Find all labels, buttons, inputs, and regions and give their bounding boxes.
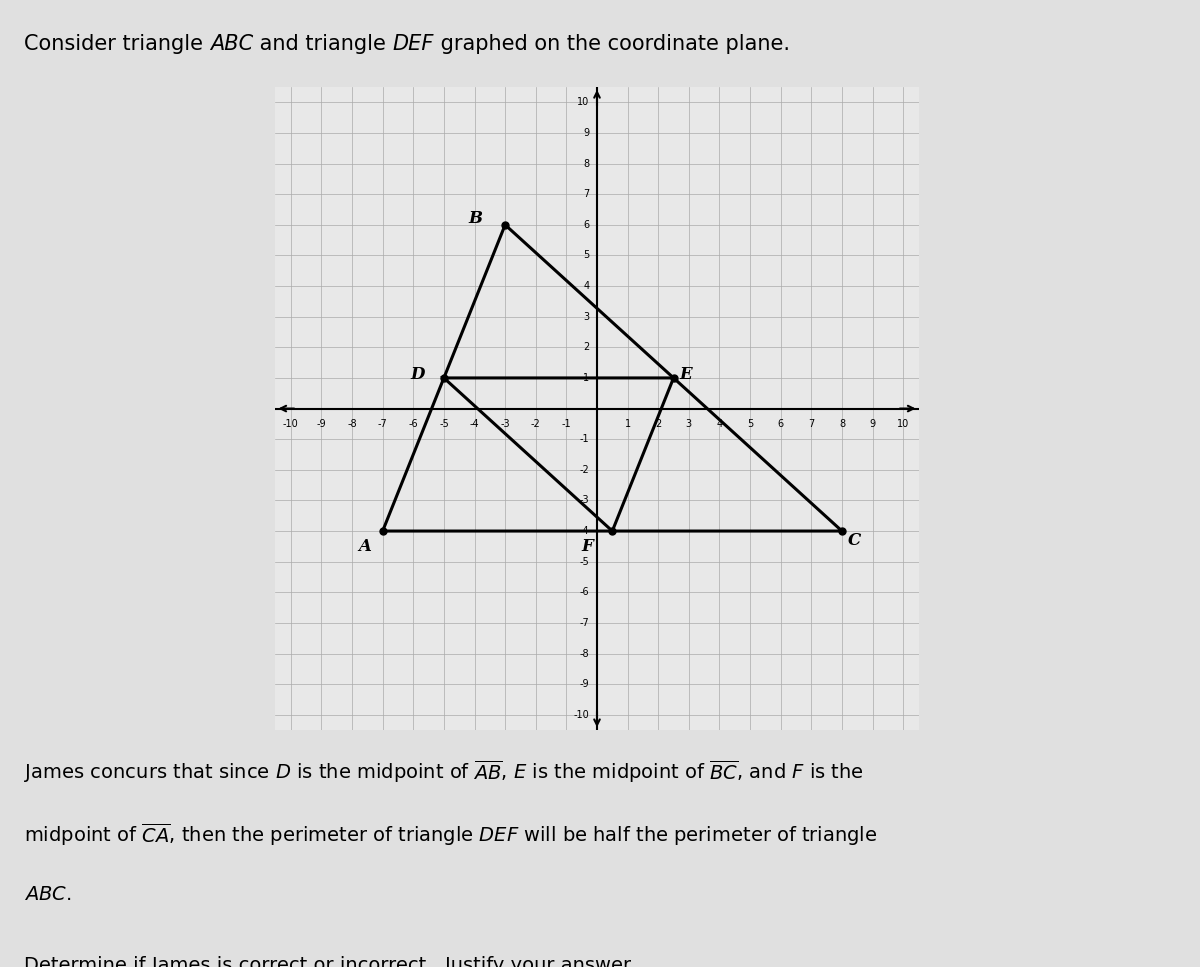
Text: -8: -8 xyxy=(580,649,589,659)
Text: E: E xyxy=(679,366,692,383)
Text: -2: -2 xyxy=(580,465,589,475)
Text: 2: 2 xyxy=(583,342,589,352)
Text: 10: 10 xyxy=(898,420,910,429)
Text: 4: 4 xyxy=(716,420,722,429)
Text: -10: -10 xyxy=(574,710,589,719)
Text: 10: 10 xyxy=(577,98,589,107)
Text: -3: -3 xyxy=(500,420,510,429)
Text: -4: -4 xyxy=(469,420,479,429)
Text: graphed on the coordinate plane.: graphed on the coordinate plane. xyxy=(433,34,790,53)
Text: 1: 1 xyxy=(583,373,589,383)
Text: 3: 3 xyxy=(686,420,692,429)
Text: -10: -10 xyxy=(283,420,299,429)
Text: ABC: ABC xyxy=(210,34,253,53)
Text: -3: -3 xyxy=(580,495,589,506)
Text: -1: -1 xyxy=(562,420,571,429)
Text: DEF: DEF xyxy=(392,34,433,53)
Text: 7: 7 xyxy=(809,420,815,429)
Text: -8: -8 xyxy=(347,420,356,429)
Text: Determine if James is correct or incorrect.  Justify your answer: Determine if James is correct or incorre… xyxy=(24,955,631,967)
Text: 9: 9 xyxy=(870,420,876,429)
Text: Consider triangle: Consider triangle xyxy=(24,34,210,53)
Text: -6: -6 xyxy=(580,587,589,598)
Text: -9: -9 xyxy=(580,679,589,689)
Text: 5: 5 xyxy=(583,250,589,260)
Text: $ABC$.: $ABC$. xyxy=(24,885,72,904)
Text: midpoint of $\overline{CA}$, then the perimeter of triangle $DEF$ will be half t: midpoint of $\overline{CA}$, then the pe… xyxy=(24,822,877,848)
Text: 5: 5 xyxy=(746,420,754,429)
Text: James concurs that since $D$ is the midpoint of $\overline{AB}$, $E$ is the midp: James concurs that since $D$ is the midp… xyxy=(24,758,864,785)
Text: C: C xyxy=(848,532,862,548)
Text: 3: 3 xyxy=(583,311,589,322)
Text: 8: 8 xyxy=(583,159,589,168)
Text: B: B xyxy=(468,210,482,227)
Text: -9: -9 xyxy=(317,420,326,429)
Text: -5: -5 xyxy=(580,557,589,567)
Text: D: D xyxy=(410,366,425,383)
Text: -7: -7 xyxy=(580,618,589,628)
Text: and triangle: and triangle xyxy=(253,34,392,53)
Text: -6: -6 xyxy=(408,420,418,429)
Text: 4: 4 xyxy=(583,281,589,291)
Text: 8: 8 xyxy=(839,420,845,429)
Text: -5: -5 xyxy=(439,420,449,429)
Text: -4: -4 xyxy=(580,526,589,536)
Text: -1: -1 xyxy=(580,434,589,444)
Text: 6: 6 xyxy=(778,420,784,429)
Text: F: F xyxy=(582,538,594,555)
Text: 7: 7 xyxy=(583,190,589,199)
Text: 2: 2 xyxy=(655,420,661,429)
Text: 1: 1 xyxy=(624,420,631,429)
Text: 9: 9 xyxy=(583,128,589,138)
Text: 6: 6 xyxy=(583,220,589,230)
Text: A: A xyxy=(358,538,371,555)
Text: -2: -2 xyxy=(530,420,541,429)
Text: -7: -7 xyxy=(378,420,388,429)
